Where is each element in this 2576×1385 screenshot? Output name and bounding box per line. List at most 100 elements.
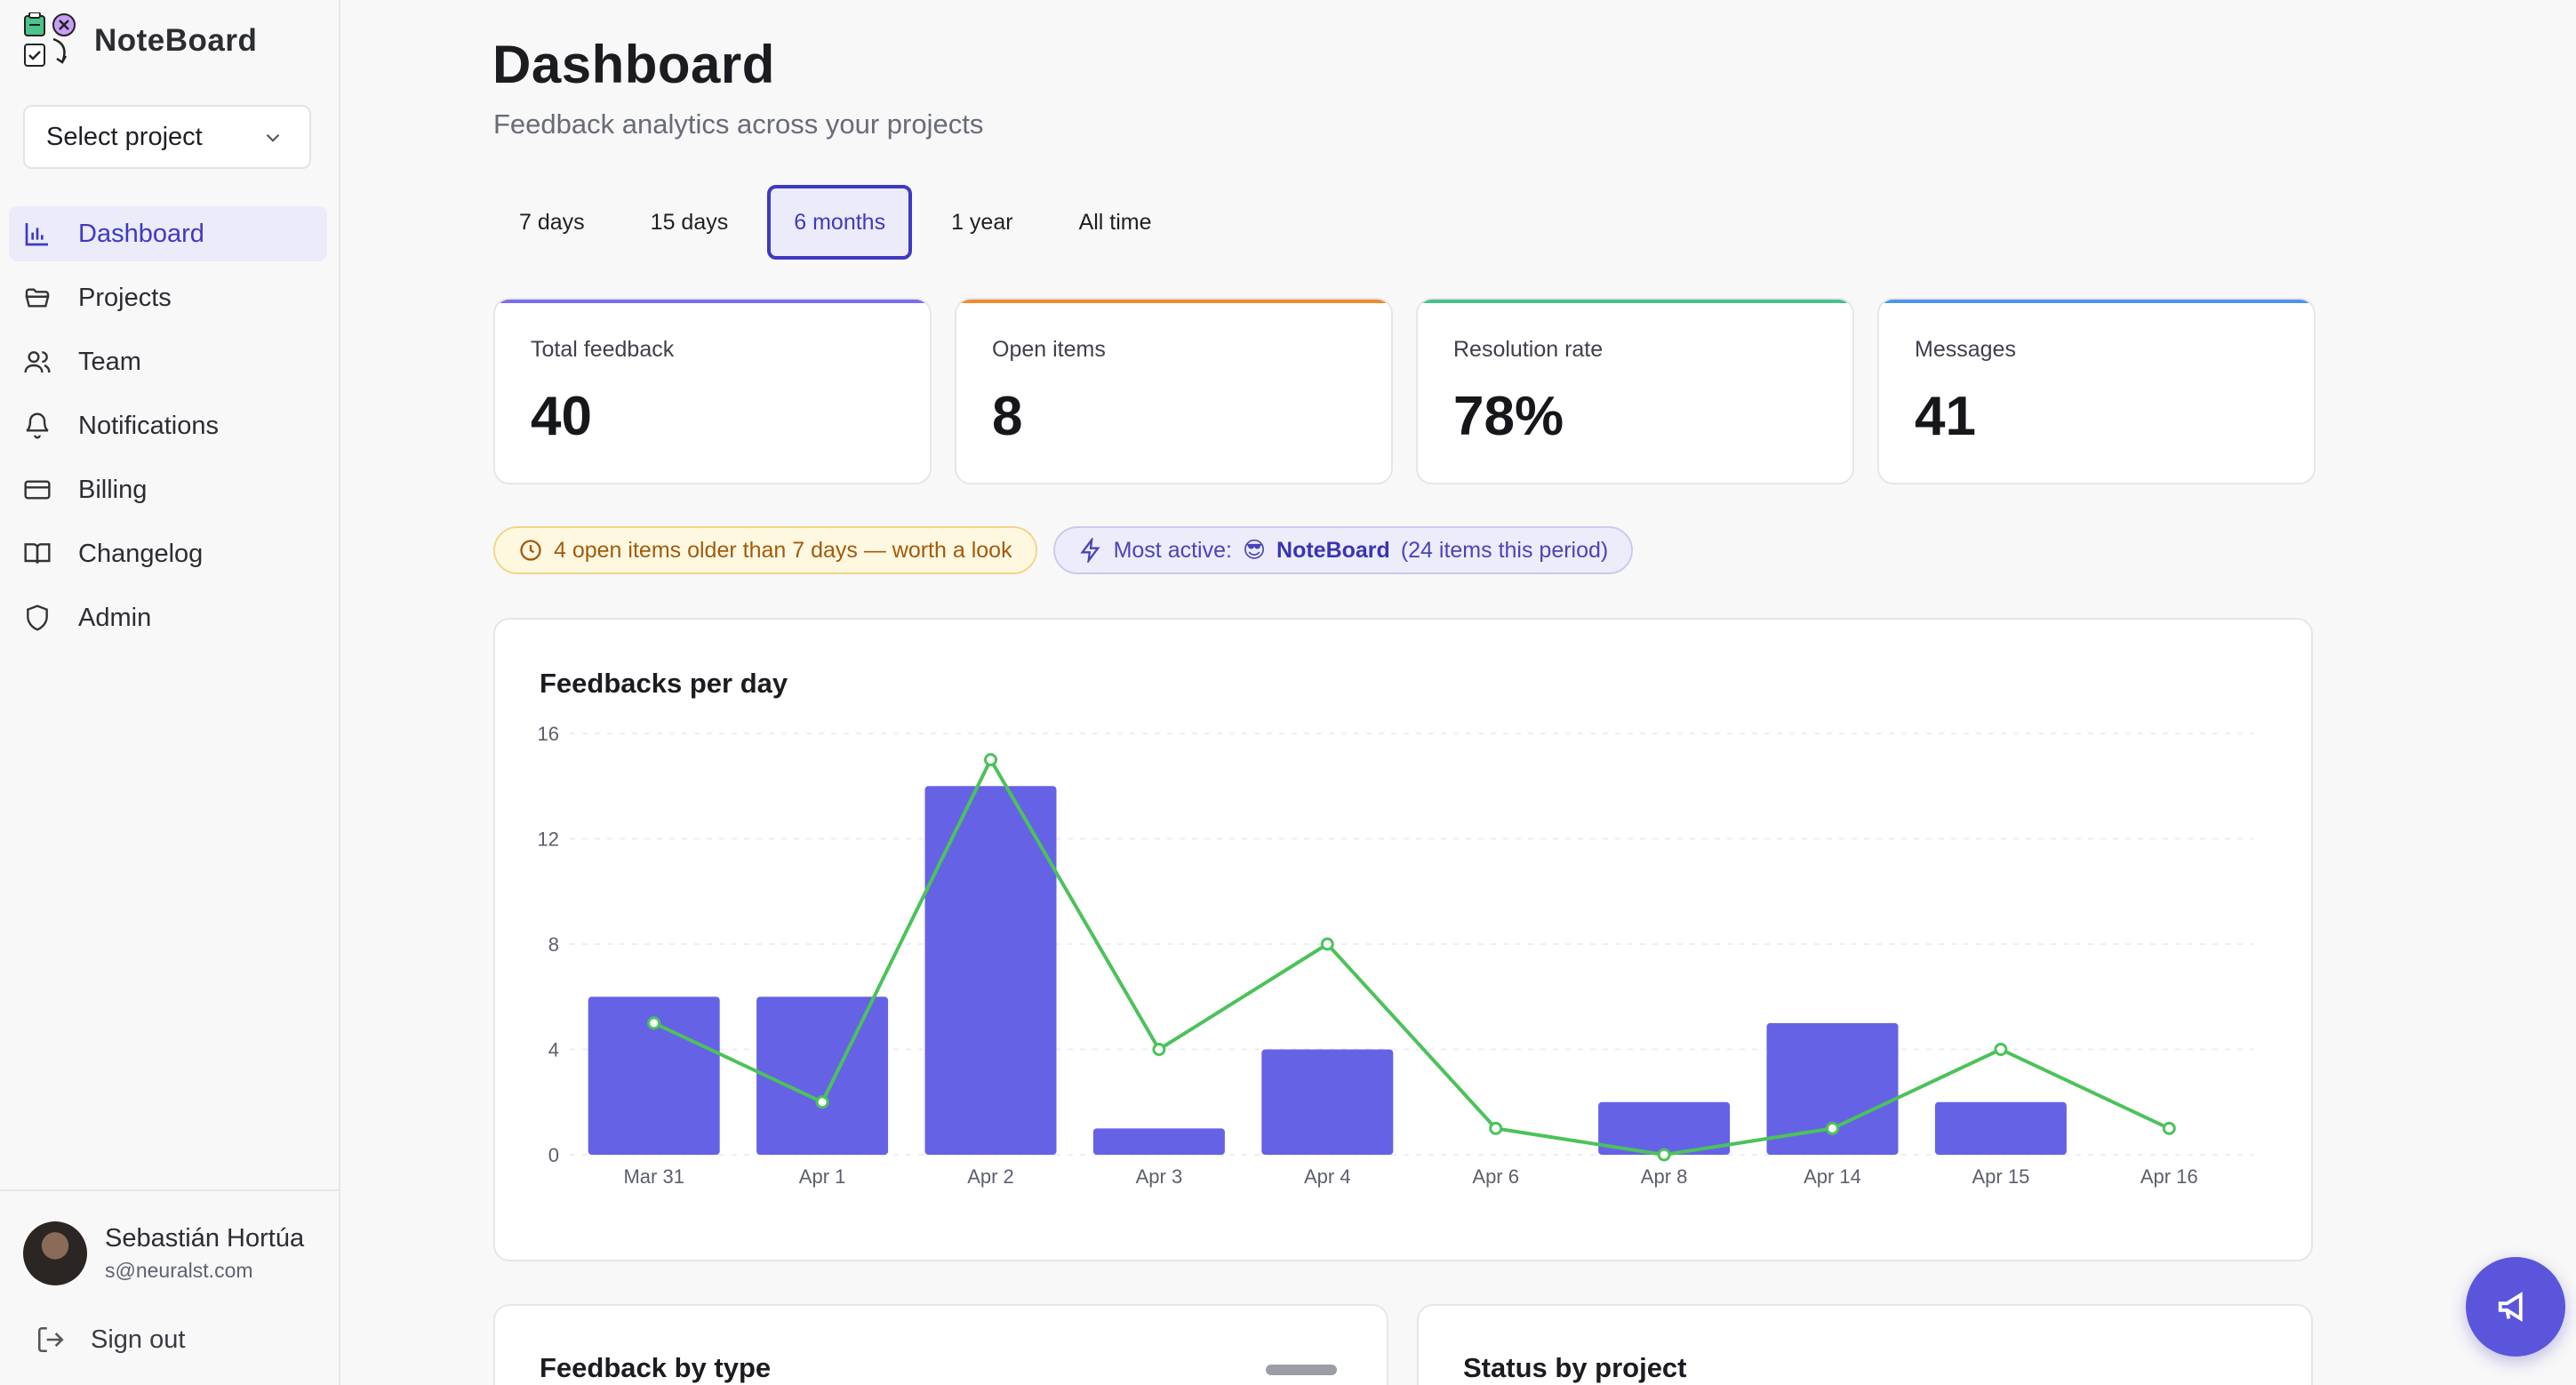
- x-tick-label: Apr 2: [967, 1165, 1014, 1188]
- sidebar-nav: Dashboard Projects Team Notifications Bi…: [9, 206, 327, 654]
- x-tick-label: Apr 8: [1641, 1165, 1688, 1188]
- bar: [1766, 1022, 1899, 1155]
- sidebar-item-label: Changelog: [78, 539, 204, 568]
- noteboard-logo-icon: [24, 12, 76, 67]
- range-6-months[interactable]: 6 months: [767, 185, 913, 260]
- bell-icon: [26, 412, 49, 439]
- users-icon: [24, 351, 51, 373]
- sidebar-item-projects[interactable]: Projects: [9, 270, 327, 325]
- shield-icon: [27, 604, 48, 631]
- card-title: Feedback by type: [540, 1352, 772, 1383]
- most-active-emoji: 😎: [1242, 538, 1267, 563]
- y-tick-label: 16: [538, 723, 559, 745]
- line-point: [815, 1095, 829, 1109]
- y-tick-label: 8: [548, 933, 559, 956]
- main-content: Dashboard Feedback analytics across your…: [341, 0, 2576, 1385]
- kpi-value: 8: [992, 386, 1023, 447]
- bar: [588, 997, 720, 1155]
- feedbacks-per-day-chart: 0 4 8 12 16 Mar 31 Apr 1 Apr 2 Apr 3 Apr 4 Apr 6 Ap…: [538, 723, 2253, 1188]
- x-tick-label: Apr 15: [1972, 1165, 2029, 1188]
- sidebar-item-label: Admin: [78, 603, 152, 632]
- line-point: [984, 753, 997, 767]
- kpi-accent-bar: [956, 300, 1391, 303]
- x-tick-label: Apr 6: [1472, 1165, 1519, 1188]
- kpi-card-open-items: Open items 8: [955, 298, 1393, 484]
- log-out-icon: [37, 1326, 64, 1353]
- user-profile[interactable]: Sebastián Hortúa s@neuralst.com: [23, 1221, 304, 1285]
- x-tick-label: Apr 1: [799, 1165, 846, 1188]
- y-tick-label: 12: [538, 829, 559, 851]
- clock-icon: [520, 540, 541, 561]
- line-point: [1152, 1043, 1166, 1056]
- x-tick-label: Apr 4: [1304, 1165, 1351, 1188]
- kpi-value: 41: [1915, 386, 1976, 447]
- time-range-tabs: 7 days 15 days 6 months 1 year All time: [492, 185, 1179, 260]
- sidebar-item-label: Dashboard: [78, 219, 204, 248]
- line-point: [1657, 1148, 1671, 1162]
- kpi-accent-bar: [1418, 300, 1852, 303]
- line-point: [1489, 1121, 1503, 1135]
- feedback-fab-button[interactable]: [2466, 1257, 2565, 1357]
- brand[interactable]: NoteBoard: [21, 12, 257, 69]
- most-active-project: NoteBoard: [1276, 537, 1390, 563]
- chevron-down-icon: [266, 133, 280, 142]
- bar: [1598, 1101, 1731, 1155]
- feedback-by-type-card: Feedback by type: [493, 1304, 1388, 1385]
- sidebar-item-team[interactable]: Team: [9, 334, 327, 389]
- page-subtitle: Feedback analytics across your projects: [493, 108, 984, 140]
- sidebar-item-notifications[interactable]: Notifications: [9, 398, 327, 453]
- x-tick-label: Apr 3: [1136, 1165, 1183, 1188]
- range-7-days[interactable]: 7 days: [519, 209, 585, 235]
- bar: [1934, 1101, 2067, 1155]
- sidebar-item-label: Team: [78, 347, 141, 376]
- sidebar-item-admin[interactable]: Admin: [9, 590, 327, 645]
- y-tick-label: 0: [548, 1144, 559, 1166]
- avatar: [23, 1221, 87, 1285]
- project-select-value: Select project: [46, 122, 203, 151]
- trend-line: [652, 756, 2171, 1157]
- bar-chart-icon: [25, 223, 48, 246]
- line-point: [1994, 1043, 2008, 1056]
- project-select[interactable]: Select project: [23, 105, 311, 169]
- sidebar-item-label: Notifications: [78, 411, 219, 440]
- line-point: [1320, 937, 1334, 951]
- status-by-project-card: Status by project: [1417, 1304, 2313, 1385]
- kpi-label: Open items: [992, 337, 1106, 362]
- credit-card-icon: [24, 480, 51, 500]
- line-point: [647, 1016, 661, 1030]
- kpi-accent-bar: [1879, 300, 2314, 303]
- kpi-card-total-feedback: Total feedback 40: [493, 298, 932, 484]
- sidebar-footer: Sebastián Hortúa s@neuralst.com Sign out: [0, 1189, 340, 1385]
- card-title: Status by project: [1463, 1352, 1687, 1383]
- sidebar-item-label: Billing: [78, 475, 148, 504]
- loading-skeleton: [1266, 1365, 1337, 1375]
- lightning-icon: [1079, 538, 1100, 563]
- sidebar: NoteBoard Select project Dashboard Proje…: [0, 0, 340, 1385]
- x-tick-label: Mar 31: [623, 1165, 684, 1188]
- stale-items-alert[interactable]: 4 open items older than 7 days — worth a…: [493, 526, 1037, 574]
- range-all-time[interactable]: All time: [1078, 209, 1152, 235]
- kpi-label: Resolution rate: [1453, 337, 1604, 362]
- kpi-accent-bar: [495, 300, 930, 303]
- sidebar-item-billing[interactable]: Billing: [9, 462, 327, 517]
- sign-out-button[interactable]: Sign out: [36, 1325, 185, 1355]
- most-active-prefix: Most active:: [1113, 537, 1232, 563]
- sidebar-item-dashboard[interactable]: Dashboard: [9, 206, 327, 261]
- range-1-year[interactable]: 1 year: [951, 209, 1013, 235]
- range-15-days[interactable]: 15 days: [650, 209, 729, 235]
- bar: [756, 997, 889, 1155]
- sidebar-item-changelog[interactable]: Changelog: [9, 526, 327, 581]
- bar: [924, 786, 1057, 1155]
- y-tick-label: 4: [548, 1039, 559, 1061]
- bar: [1261, 1049, 1394, 1155]
- chart-title: Feedbacks per day: [540, 668, 788, 699]
- sidebar-item-label: Projects: [78, 283, 172, 312]
- kpi-label: Total feedback: [531, 337, 675, 362]
- line-point: [2162, 1121, 2176, 1135]
- kpi-value: 40: [531, 386, 592, 447]
- most-active-badge[interactable]: Most active: 😎 NoteBoard (24 items this …: [1052, 526, 1634, 574]
- book-icon: [24, 543, 51, 564]
- x-tick-label: Apr 16: [2140, 1165, 2198, 1188]
- kpi-value: 78%: [1453, 386, 1564, 447]
